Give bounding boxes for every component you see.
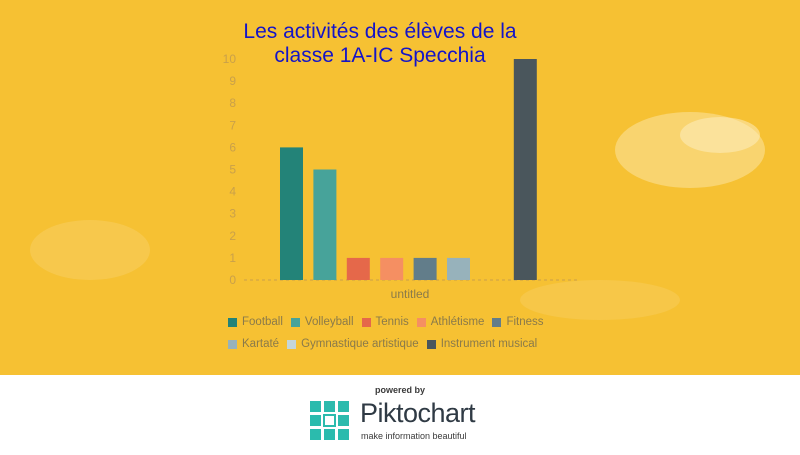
chart-title: Les activités des élèves de la classe 1A… — [190, 20, 570, 68]
legend-label: Gymnastique artistique — [301, 338, 419, 350]
bar — [313, 169, 337, 280]
legend-label: Instrument musical — [440, 338, 538, 350]
legend-item: Instrument musical — [426, 338, 538, 350]
legend-swatch — [361, 317, 371, 327]
legend-item: Gymnastique artistique — [287, 338, 419, 350]
bar — [413, 257, 437, 280]
legend-label: Fitness — [506, 316, 544, 328]
bar — [380, 257, 404, 280]
y-tick-label: 1 — [229, 251, 236, 265]
piktochart-tagline: make information beautiful — [361, 431, 467, 441]
y-tick-label: 0 — [229, 273, 236, 287]
bar — [346, 257, 370, 280]
legend-swatch — [416, 317, 426, 327]
y-tick-label: 10 — [223, 52, 237, 66]
y-tick-label: 5 — [229, 163, 236, 177]
powered-by-label: powered by — [374, 385, 425, 395]
legend-label: Football — [242, 316, 283, 328]
y-tick-label: 3 — [229, 207, 236, 221]
legend-swatch — [492, 317, 502, 327]
x-axis-label: untitled — [391, 287, 430, 301]
legend-item: Volleyball — [290, 316, 354, 328]
y-tick-label: 6 — [229, 140, 236, 154]
legend-label: Tennis — [375, 316, 409, 328]
y-tick-label: 4 — [229, 185, 236, 199]
legend-item: Kartaté — [228, 338, 279, 350]
infographic-poster: Les activités des élèves de la classe 1A… — [0, 0, 800, 375]
paper-texture — [30, 112, 765, 320]
legend-swatch — [426, 339, 436, 349]
footer — [0, 375, 800, 455]
legend-swatch — [228, 339, 237, 349]
legend-item: Football — [228, 316, 283, 328]
legend-swatch — [290, 317, 300, 327]
chart-title-line-1: Les activités des élèves de la — [243, 20, 517, 43]
bar — [447, 257, 470, 280]
chart-legend: Football Volleyball Tennis Athlétisme Fitnes… — [228, 311, 598, 355]
legend-item: Athlétisme — [416, 316, 485, 328]
legend-swatch — [287, 339, 297, 349]
chart-title-line-2: classe 1A-IC Specchia — [274, 44, 486, 67]
y-tick-label: 9 — [229, 74, 236, 88]
legend-label: Athlétisme — [430, 316, 485, 328]
bar — [280, 147, 303, 280]
piktochart-brand[interactable]: Piktochart — [360, 398, 476, 428]
y-tick-label: 7 — [229, 118, 236, 132]
bar-chart: 0 1 2 3 4 5 6 7 8 9 10 untitled — [223, 52, 578, 301]
legend-row: Football Volleyball Tennis Athlétisme Fitnes… — [228, 311, 598, 333]
legend-label: Kartaté — [242, 338, 280, 350]
y-tick-label: 8 — [229, 96, 236, 110]
legend-item: Fitness — [492, 316, 544, 328]
legend-item: Tennis — [361, 316, 409, 328]
piktochart-logo-icon[interactable] — [310, 401, 350, 441]
y-tick-label: 2 — [229, 229, 236, 243]
legend-swatch — [228, 317, 237, 327]
bar — [513, 59, 537, 280]
legend-row: Kartaté Gymnastique artistique Instrument … — [228, 333, 598, 355]
legend-label: Volleyball — [304, 316, 354, 328]
